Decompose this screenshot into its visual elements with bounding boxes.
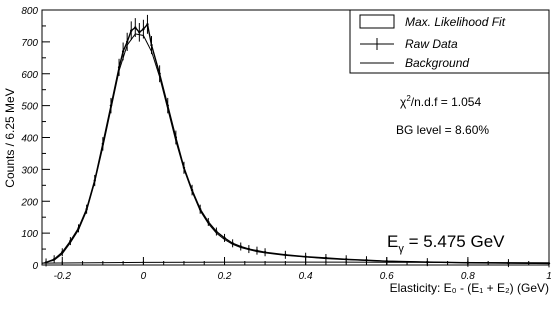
x-tick-label: 0.2 (218, 271, 232, 282)
series-line-raw-data (45, 22, 550, 265)
data-point (166, 104, 169, 107)
x-axis: -0.2 0 0.2 0.4 0.6 0.8 1 (41, 257, 552, 282)
data-point (117, 66, 121, 69)
data-point (77, 227, 80, 230)
x-tick-label: 0.8 (461, 271, 475, 282)
data-point (134, 26, 137, 29)
data-point (207, 220, 210, 224)
data-point (174, 136, 178, 139)
y-tick-label: 300 (21, 165, 38, 176)
series-line-background (41, 261, 550, 264)
data-point (284, 253, 287, 256)
data-point (247, 247, 251, 251)
data-point (182, 166, 186, 169)
data-point (255, 249, 259, 252)
y-axis: 0 100 200 300 400 500 600 700 800 (20, 6, 50, 272)
data-point (138, 31, 141, 34)
bg-level-annotation: BG level = 8.60% (396, 123, 489, 137)
data-point (198, 208, 202, 211)
energy-value: = 5.475 GeV (404, 232, 505, 251)
data-point (85, 208, 88, 211)
y-tick-label: 600 (21, 70, 38, 81)
legend: Max. Likelihood Fit Raw Data Background (349, 9, 550, 74)
data-point (324, 256, 328, 260)
data-point (263, 251, 267, 254)
y-tick-label: 0 (32, 261, 38, 272)
data-point (142, 27, 145, 31)
legend-label-fit: Max. Likelihood Fit (405, 15, 506, 29)
data-point (150, 43, 153, 47)
y-tick-label: 100 (21, 229, 38, 240)
legend-label-background: Background (405, 56, 469, 70)
data-point (101, 142, 105, 146)
data-point (146, 23, 149, 26)
x-tick-label: 0 (141, 271, 147, 282)
data-point (215, 230, 218, 233)
data-point (345, 258, 348, 261)
data-point (158, 72, 161, 75)
data-point (304, 255, 307, 258)
chi2-annotation: χ2/n.d.f = 1.054 (400, 94, 481, 109)
series-layer (41, 14, 551, 268)
y-tick-label: 700 (21, 38, 38, 49)
legend-label-raw-data: Raw Data (405, 37, 458, 51)
x-tick-label: 1 (546, 271, 552, 282)
y-tick-label: 500 (21, 102, 38, 113)
y-tick-label: 200 (20, 197, 38, 208)
x-tick-label: -0.2 (54, 271, 72, 282)
data-point (121, 50, 125, 53)
data-point (130, 29, 133, 32)
x-tick-label: 0.4 (299, 271, 313, 282)
data-point (125, 40, 129, 44)
y-axis-label: Counts / 6.25 MeV (3, 88, 17, 187)
data-point (365, 259, 368, 262)
legend-swatch-fit (359, 14, 395, 29)
data-point (69, 239, 72, 243)
data-point (109, 104, 113, 107)
chi2-superscript: 2 (406, 94, 411, 103)
data-point (190, 188, 194, 192)
energy-annotation: Eγ = 5.475 GeV (387, 232, 505, 255)
data-point (61, 251, 64, 254)
data-point (223, 236, 226, 240)
chi2-symbol: χ (400, 95, 407, 109)
x-tick-label: 0.6 (380, 271, 394, 282)
data-point (52, 258, 56, 261)
data-point (239, 245, 242, 248)
energy-subscript: γ (398, 243, 404, 255)
y-tick-label: 800 (21, 6, 38, 17)
chi2-value: /n.d.f = 1.054 (411, 95, 482, 109)
data-point (231, 242, 234, 245)
y-tick-label: 400 (21, 134, 38, 145)
energy-symbol: E (387, 232, 398, 251)
x-axis-label: Elasticity: E₀ - (E₁ + E₂) (GeV) (390, 281, 549, 295)
data-point (93, 179, 96, 182)
